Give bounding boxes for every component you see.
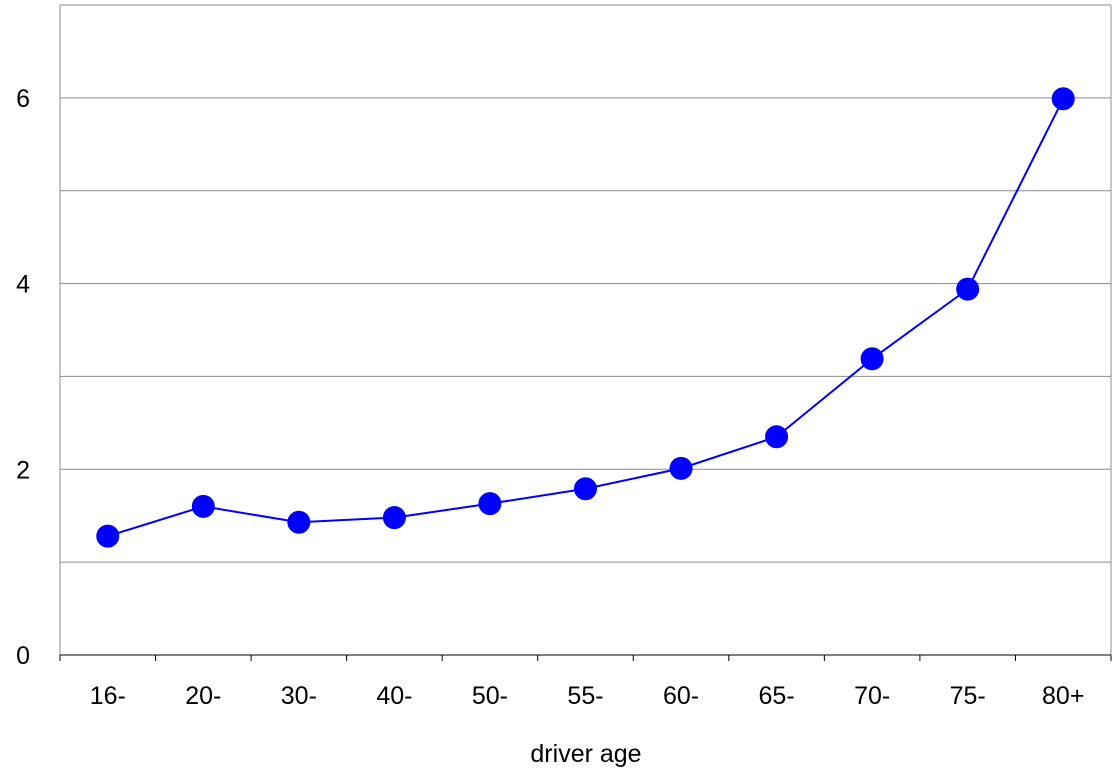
x-tick-label: 55- — [567, 682, 603, 710]
x-tick-label: 30- — [281, 682, 317, 710]
axes — [59, 4, 1112, 661]
y-tick-label: 4 — [16, 271, 30, 299]
data-point — [382, 506, 406, 530]
x-axis-title: driver age — [530, 740, 641, 768]
x-tick-label: 60- — [663, 682, 699, 710]
x-tick-label: 65- — [759, 682, 795, 710]
data-point — [765, 425, 789, 449]
x-tick-label: 70- — [854, 682, 890, 710]
data-point — [669, 456, 693, 480]
x-tick-label: 75- — [950, 682, 986, 710]
data-point — [478, 492, 502, 516]
y-tick-label: 0 — [16, 642, 30, 670]
data-point — [574, 477, 597, 501]
x-tick-label: 40- — [376, 682, 412, 710]
series-line — [107, 98, 1065, 538]
x-tick-label: 20- — [185, 682, 221, 710]
data-point — [191, 494, 215, 518]
y-tick-label: 6 — [16, 85, 30, 113]
y-tick-labels: 0 2 4 6 — [16, 85, 30, 670]
data-point — [287, 510, 311, 534]
y-tick-label: 2 — [16, 456, 30, 484]
data-point — [96, 524, 120, 548]
x-tick-label: 50- — [472, 682, 508, 710]
x-tick-label: 80+ — [1042, 682, 1084, 710]
data-point — [956, 277, 980, 301]
data-point — [860, 347, 884, 371]
x-tick-labels: 16- 20- 30- 40- 50- 55- 60- 65- 70- 75- 80+ — [90, 682, 1085, 710]
x-tick-label: 16- — [90, 682, 126, 710]
gridlines — [60, 97, 1111, 563]
series — [96, 87, 1075, 548]
data-point — [1051, 87, 1075, 111]
